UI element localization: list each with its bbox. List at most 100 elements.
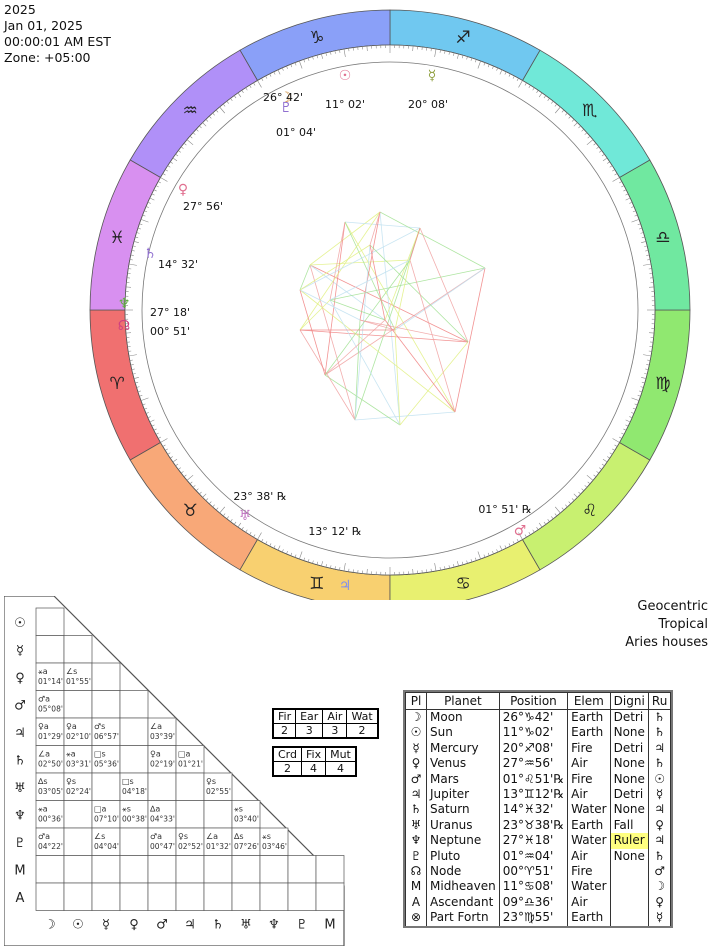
planet-element: Air [567,756,611,772]
planet-position: 14°♓32' [498,802,569,818]
degree-tick [212,504,215,508]
planet-ruler: ♂ [647,864,672,880]
grid-cell [147,855,177,884]
degree-tick [602,458,608,463]
degree-tick [155,185,159,188]
degree-tick [130,254,134,256]
planet-element: Fire [567,864,611,880]
planet-name: Ascendant [426,894,500,911]
planet-position: 13°♊12'℞ [498,787,569,803]
degree-tick [499,545,503,551]
degree-tick [644,245,648,247]
mode-fixed-count: 4 [300,761,327,776]
degree-tick [133,241,139,243]
planet-position: 01°♌51'℞ [498,771,569,788]
aspect-line [409,259,456,413]
sign-glyph: ♊ [309,574,324,594]
degree-tick [645,368,649,370]
planet-name: Node [426,864,500,880]
degree-tick [483,554,486,558]
planet-name: Midheaven [426,879,500,895]
degree-tick [573,493,578,498]
planet-row: ♄ Saturn 14°♓32' Water None ♃ [405,802,672,818]
aspect-cell-type: ⚹a [38,805,48,814]
planet-glyph: ☊ [405,864,427,880]
grid-cell [63,800,93,829]
grid-cell [35,745,65,774]
planet-dignity [609,894,649,911]
grid-cell [287,882,317,911]
planet-glyph: M [405,879,427,895]
sign-glyph: ♒ [183,101,198,121]
planet-ruler: ♄ [647,709,672,726]
aspect-line [324,319,386,376]
degree-tick [625,424,629,427]
degree-tick [180,146,184,149]
degree-tick [209,501,212,505]
aspect-cell-type: ∠a [38,750,50,759]
degree-tick [145,412,149,414]
degree-tick [162,173,166,176]
aspect-cell-orb: 07°26' [234,842,259,851]
aspect-line [379,211,401,426]
degree-tick [325,564,327,568]
degree-tick [516,78,519,81]
degree-tick [641,241,647,243]
planet-glyph: ♇ [280,100,293,116]
aspect-cell-type: ∠s [66,667,77,676]
degree-tick [487,64,490,68]
aspect-cell-type: ♂a [38,695,50,704]
degree-tick [632,210,636,213]
degree-tick [131,250,135,252]
planet-glyph: ♃ [339,578,352,594]
planet-element: Earth [567,709,611,726]
col-header-position: Position [498,692,569,710]
degree-tick [599,150,602,153]
planet-dignity: Detri [609,787,649,803]
degree-tick [269,543,272,547]
degree-tick [518,532,523,540]
mode-fixed-header: Fix [300,747,327,762]
degree-tick [205,498,209,501]
planet-ruler: ♄ [647,848,672,865]
element-water-header: Wat [346,709,378,724]
degree-tick [568,501,571,505]
degree-tick [640,232,644,234]
degree-tick [508,543,511,547]
aspect-line [379,211,486,269]
planet-ruler: ☿ [647,910,672,926]
degree-tick [209,115,212,119]
degree-tick [644,373,648,375]
grid-cell [35,690,65,719]
planet-ruler: ☿ [647,787,672,803]
degree-tick [587,135,591,139]
degree-tick [136,232,140,234]
grid-row-glyph: ♅ [14,781,26,796]
aspect-cell-orb: 06°57' [94,732,119,741]
sign-glyph: ♌ [582,501,597,521]
planet-row: ☊ Node 00°♈51' Fire ♂ [405,864,672,880]
grid-cell [231,827,261,856]
grid-row-glyph: ♄ [14,753,26,768]
grid-cell [119,882,149,911]
mode-cardinal-count: 2 [273,761,302,776]
grid-cell [35,717,65,746]
aspect-cell-orb: 01°14' [38,677,63,686]
degree-tick [632,407,636,410]
degree-tick [571,119,575,122]
planet-glyph: ♅ [239,508,252,524]
aspect-line [354,319,361,421]
degree-tick [334,566,336,570]
degree-tick [470,57,473,61]
degree-tick [647,359,651,361]
planet-dignity: Ruler [609,833,649,849]
degree-tick [137,227,141,230]
degree-tick [172,157,178,162]
aspect-cell-orb: 03°31' [66,760,91,769]
planet-glyph: ♇ [405,848,427,865]
aspect-line [369,244,469,343]
degree-tick [321,561,323,567]
degree-tick [128,354,137,357]
degree-tick [233,95,237,99]
degree-tick [643,354,652,357]
